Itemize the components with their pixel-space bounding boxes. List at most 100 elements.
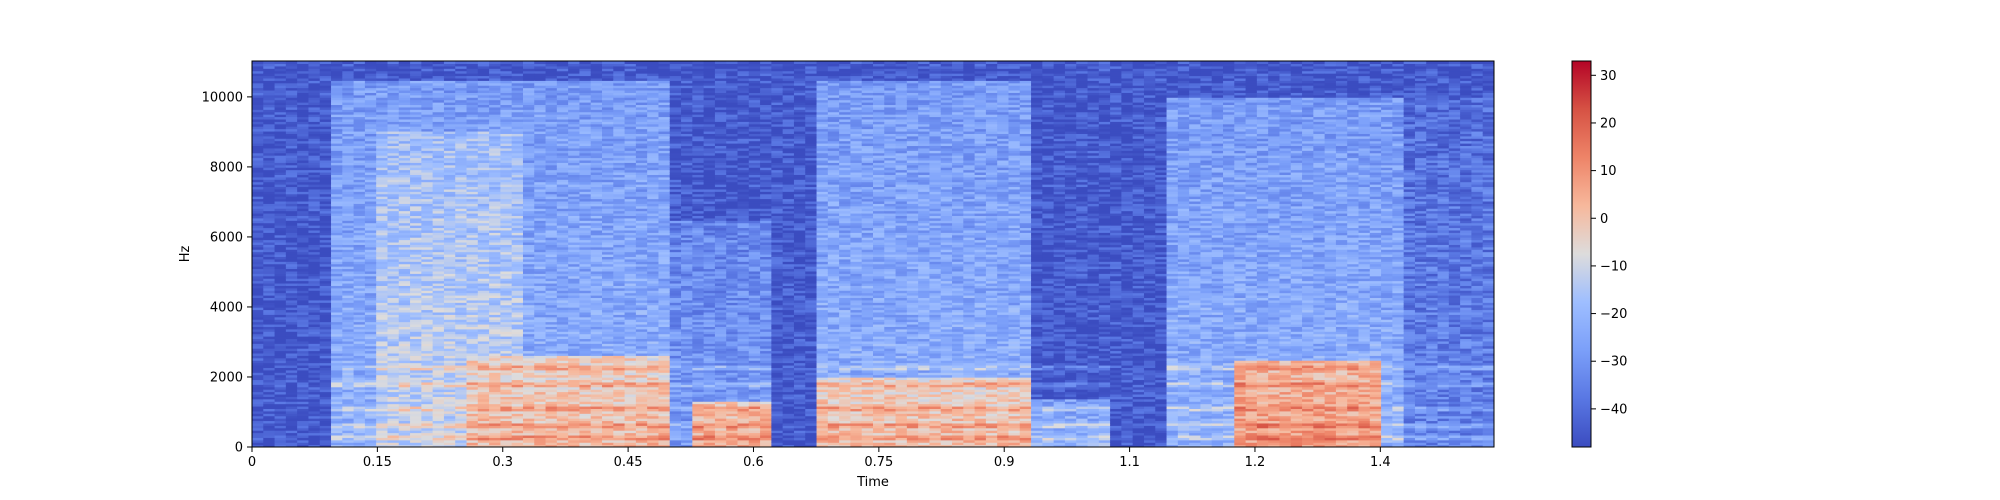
heatmap-cell — [432, 220, 445, 224]
heatmap-cell — [308, 261, 321, 265]
heatmap-cell — [421, 280, 434, 284]
heatmap-cell — [252, 126, 264, 130]
heatmap-cell — [534, 128, 547, 132]
heatmap-cell — [432, 439, 445, 443]
heatmap-cell — [432, 285, 445, 289]
heatmap-cell — [534, 263, 547, 267]
heatmap-cell — [511, 430, 524, 434]
heatmap-cell — [545, 321, 558, 325]
heatmap-cell — [421, 295, 434, 299]
heatmap-cell — [398, 232, 411, 236]
heatmap-cell — [308, 374, 321, 378]
heatmap-cell — [342, 174, 355, 178]
heatmap-cell — [252, 85, 264, 89]
heatmap-cell — [319, 114, 332, 118]
heatmap-cell — [308, 290, 321, 294]
heatmap-cell — [274, 217, 287, 221]
heatmap-cell — [556, 290, 569, 294]
heatmap-cell — [477, 63, 490, 67]
heatmap-cell — [364, 434, 377, 438]
heatmap-cell — [534, 345, 547, 349]
heatmap-cell — [342, 227, 355, 231]
heatmap-cell — [353, 244, 366, 248]
heatmap-cell — [421, 398, 434, 402]
heatmap-cell — [376, 191, 389, 195]
heatmap-cell — [353, 389, 366, 393]
heatmap-cell — [511, 73, 524, 77]
heatmap-cell — [455, 360, 468, 364]
heatmap-cell — [387, 273, 400, 277]
heatmap-cell — [455, 343, 468, 347]
heatmap-cell — [331, 338, 343, 342]
heatmap-cell — [376, 184, 389, 188]
heatmap-cell — [398, 77, 411, 81]
heatmap-cell — [489, 234, 501, 238]
heatmap-cell — [398, 360, 411, 364]
heatmap-cell — [319, 427, 332, 431]
heatmap-cell — [308, 282, 321, 286]
heatmap-cell — [522, 275, 535, 279]
heatmap-cell — [353, 321, 366, 325]
heatmap-cell — [297, 282, 310, 286]
heatmap-cell — [522, 398, 535, 402]
heatmap-cell — [331, 208, 343, 212]
heatmap-cell — [398, 179, 411, 183]
heatmap-cell — [263, 254, 276, 258]
heatmap-cell — [522, 290, 535, 294]
heatmap-cell — [319, 143, 332, 147]
heatmap-cell — [308, 229, 321, 233]
heatmap-cell — [342, 114, 355, 118]
heatmap-cell — [308, 164, 321, 168]
heatmap-cell — [522, 299, 535, 303]
heatmap-cell — [443, 135, 456, 139]
heatmap-cell — [387, 188, 400, 192]
heatmap-cell — [432, 234, 445, 238]
heatmap-cell — [342, 350, 355, 354]
heatmap-cell — [455, 374, 468, 378]
heatmap-cell — [466, 97, 479, 101]
heatmap-cell — [342, 333, 355, 337]
heatmap-cell — [364, 244, 377, 248]
heatmap-cell — [331, 241, 343, 245]
heatmap-cell — [285, 326, 298, 330]
heatmap-cell — [421, 362, 434, 366]
heatmap-cell — [274, 393, 287, 397]
heatmap-cell — [421, 251, 434, 255]
heatmap-cell — [398, 307, 411, 311]
heatmap-cell — [477, 135, 490, 139]
heatmap-cell — [263, 343, 276, 347]
heatmap-cell — [443, 345, 456, 349]
heatmap-cell — [364, 278, 377, 282]
heatmap-cell — [522, 254, 535, 258]
heatmap-cell — [319, 273, 332, 277]
heatmap-cell — [297, 377, 310, 381]
spectrogram-heatmap — [252, 61, 1494, 447]
heatmap-cell — [285, 343, 298, 347]
heatmap-cell — [556, 439, 569, 443]
heatmap-cell — [274, 331, 287, 335]
heatmap-cell — [489, 244, 501, 248]
heatmap-cell — [285, 208, 298, 212]
heatmap-cell — [274, 338, 287, 342]
heatmap-cell — [297, 147, 310, 151]
heatmap-cell — [308, 208, 321, 212]
heatmap-cell — [410, 94, 422, 98]
heatmap-cell — [489, 401, 501, 405]
heatmap-cell — [534, 278, 547, 282]
heatmap-cell — [556, 348, 569, 352]
heatmap-cell — [410, 225, 422, 229]
heatmap-cell — [252, 442, 264, 446]
heatmap-cell — [500, 99, 513, 103]
heatmap-cell — [556, 384, 569, 388]
heatmap-cell — [455, 398, 468, 402]
heatmap-cell — [387, 118, 400, 122]
heatmap-cell — [421, 427, 434, 431]
heatmap-cell — [331, 287, 343, 291]
heatmap-cell — [432, 422, 445, 426]
heatmap-cell — [545, 94, 558, 98]
heatmap-cell — [534, 432, 547, 436]
heatmap-cell — [297, 393, 310, 397]
heatmap-cell — [263, 364, 276, 368]
heatmap-cell — [376, 157, 389, 161]
heatmap-cell — [545, 377, 558, 381]
